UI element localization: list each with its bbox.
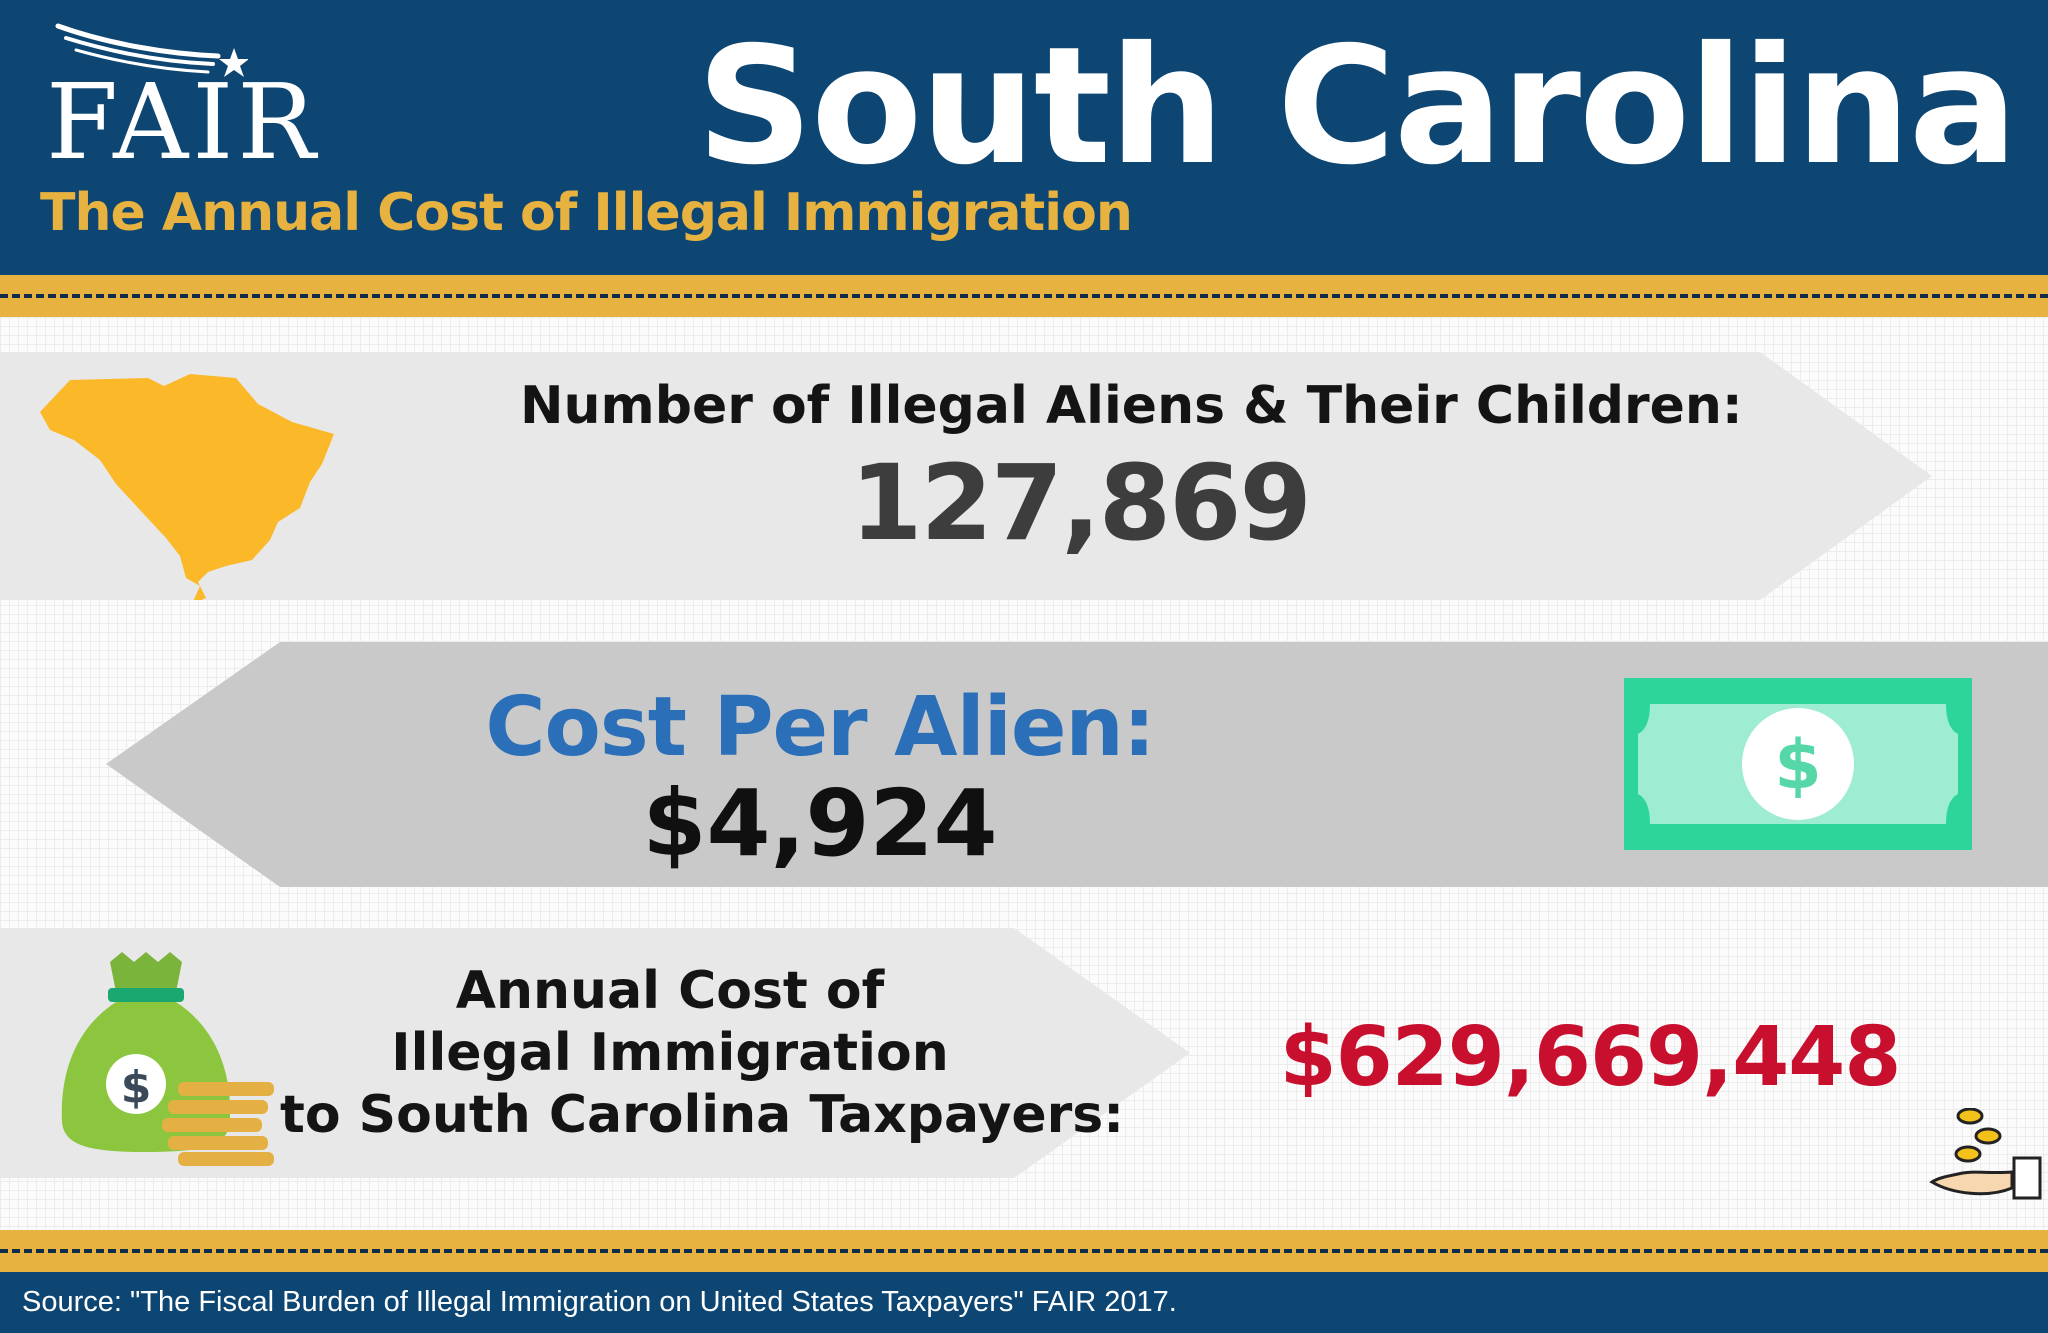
population-row: Number of Illegal Aliens & Their Childre…	[0, 352, 2048, 600]
bottom-divider-stripe	[0, 1230, 2048, 1272]
money-bag-icon: $	[61, 952, 230, 1152]
population-value: 127,869	[850, 442, 1312, 564]
state-map-icon	[40, 374, 334, 600]
source-citation: Source: "The Fiscal Burden of Illegal Im…	[22, 1286, 1177, 1318]
annual-cost-row: $ Annual Cost of Illegal Immigration to …	[0, 928, 2048, 1200]
svg-text:$: $	[121, 1062, 152, 1113]
annual-cost-label-line1: Annual Cost of	[455, 961, 885, 1021]
annual-cost-label-line3: to South Carolina Taxpayers:	[280, 1085, 1125, 1145]
dashed-line	[0, 1249, 2048, 1253]
right-arrow-banner	[0, 928, 1190, 1178]
cost-per-alien-value: $4,924	[642, 770, 998, 877]
annual-cost-value: $629,669,448	[1279, 1010, 1902, 1105]
footer-bar: Source: "The Fiscal Burden of Illegal Im…	[0, 1272, 2048, 1333]
cost-per-alien-row: Cost Per Alien: $4,924 $	[0, 642, 2048, 887]
svg-text:$: $	[1774, 726, 1821, 805]
header-banner: FAIR South Carolina The Annual Cost of I…	[0, 0, 2048, 275]
fair-logo: FAIR	[42, 10, 342, 180]
annual-cost-label-line2: Illegal Immigration	[391, 1023, 949, 1083]
cost-per-alien-label: Cost Per Alien:	[485, 680, 1155, 775]
right-arrow-banner	[0, 352, 1932, 600]
logo-wordmark: FAIR	[46, 61, 320, 183]
top-divider-stripe	[0, 275, 2048, 317]
coin-stack-icon	[162, 1082, 274, 1166]
hand-coins-icon	[1929, 1108, 2042, 1200]
dashed-line	[0, 294, 2048, 298]
page-title: South Carolina	[696, 13, 2018, 201]
left-arrow-banner	[106, 642, 2048, 887]
page-subtitle: The Annual Cost of Illegal Immigration	[40, 183, 1133, 243]
star-swoosh-icon	[55, 23, 248, 77]
population-label: Number of Illegal Aliens & Their Childre…	[520, 376, 1743, 436]
dollar-bill-icon: $	[1624, 678, 1972, 850]
